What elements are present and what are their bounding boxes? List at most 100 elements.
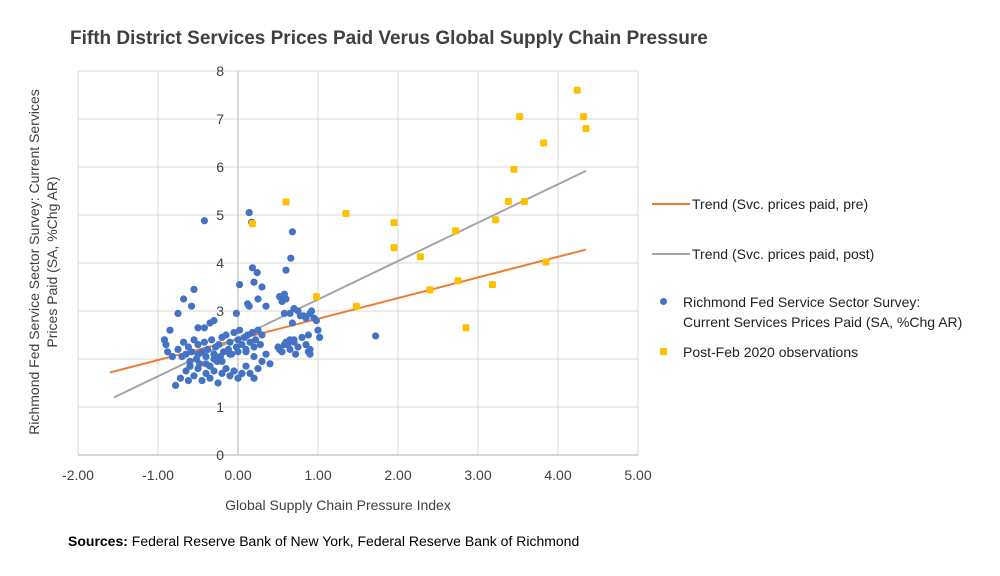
legend-label: Trend (Svc. prices paid, pre): [692, 194, 868, 214]
survey-data-point: [253, 269, 261, 277]
points-layer: [160, 86, 590, 389]
post-feb-2020-point: [520, 198, 528, 206]
x-axis-label: Global Supply Chain Pressure Index: [225, 497, 451, 513]
survey-data-point: [258, 357, 266, 365]
survey-data-point: [234, 374, 242, 382]
survey-data-point: [276, 345, 284, 353]
survey-data-point: [280, 341, 288, 349]
survey-data-point: [172, 381, 180, 389]
survey-data-point: [236, 281, 244, 289]
survey-data-point: [202, 353, 210, 361]
survey-data-point: [226, 338, 234, 346]
survey-data-point: [210, 367, 218, 375]
survey-data-point: [215, 341, 223, 349]
x-tick-label: 3.00: [464, 467, 491, 483]
y-tick-label: 7: [216, 111, 224, 127]
survey-data-point: [174, 345, 182, 353]
post-feb-2020-point: [516, 113, 524, 121]
survey-data-point: [238, 369, 246, 377]
survey-data-point: [250, 374, 258, 382]
survey-data-point: [256, 341, 264, 349]
survey-data-point: [182, 367, 190, 375]
survey-data-point: [234, 336, 242, 344]
survey-data-point: [178, 353, 186, 361]
survey-data-point: [245, 209, 253, 217]
survey-data-point: [214, 379, 222, 387]
survey-data-point: [254, 326, 262, 334]
survey-data-point: [288, 228, 296, 236]
survey-data-point: [198, 377, 206, 385]
post-feb-2020-point: [542, 258, 550, 266]
post-feb-2020-point: [510, 165, 518, 173]
legend-label-line: Trend (Svc. prices paid, post): [692, 246, 875, 262]
survey-data-point: [188, 302, 196, 310]
survey-data-point: [206, 374, 214, 382]
legend-label-line: Trend (Svc. prices paid, pre): [692, 196, 869, 212]
survey-data-point: [184, 377, 192, 385]
x-tick-label: 1.00: [304, 467, 331, 483]
sources-label: Sources:: [68, 533, 128, 549]
grid-layer: [77, 70, 639, 456]
survey-data-point: [200, 338, 208, 346]
survey-data-point: [286, 345, 294, 353]
legend-line-swatch: [652, 203, 690, 205]
survey-data-point: [262, 350, 270, 358]
survey-data-point: [280, 290, 288, 298]
y-tick-label: 1: [216, 399, 224, 415]
sources-note: Sources: Federal Reserve Bank of New Yor…: [68, 533, 579, 549]
survey-data-point: [222, 331, 230, 339]
post-feb-2020-point: [580, 113, 588, 121]
survey-data-point: [176, 374, 184, 382]
survey-data-point: [160, 336, 168, 344]
legend-label-line: Post-Feb 2020 observations: [683, 344, 859, 360]
survey-data-point: [290, 305, 298, 313]
survey-data-point: [180, 338, 188, 346]
y-tick-label: 0: [216, 447, 224, 463]
legend-label-line: Richmond Fed Service Sector Survey:: [683, 294, 921, 310]
survey-data-point: [286, 309, 294, 317]
x-tick-label: 2.00: [384, 467, 411, 483]
survey-data-point: [234, 348, 242, 356]
survey-data-point: [194, 324, 202, 332]
survey-data-point: [296, 312, 304, 320]
survey-data-point: [246, 338, 254, 346]
survey-data-point: [314, 326, 322, 334]
survey-data-point: [288, 319, 296, 327]
survey-data-point: [238, 341, 246, 349]
survey-data-point: [242, 362, 250, 370]
post-feb-2020-point: [390, 219, 398, 227]
post-feb-2020-point: [462, 324, 470, 332]
survey-data-point: [312, 317, 320, 325]
post-feb-2020-point: [352, 302, 360, 310]
survey-data-point: [164, 348, 172, 356]
survey-data-point: [168, 353, 176, 361]
y-tick-label: 3: [216, 303, 224, 319]
survey-data-point: [292, 350, 300, 358]
survey-data-point: [190, 285, 198, 293]
survey-data-point: [304, 331, 312, 339]
survey-data-point: [258, 331, 266, 339]
survey-data-point: [188, 348, 196, 356]
survey-data-point: [302, 341, 310, 349]
y-axis-label-line-1: Richmond Fed Service Sector Survey: Curr…: [26, 89, 42, 434]
survey-data-point: [194, 365, 202, 373]
survey-data-point: [245, 302, 253, 310]
chart-title: Fifth District Services Prices Paid Veru…: [70, 28, 708, 49]
post-feb-2020-point: [390, 244, 398, 252]
survey-data-point: [248, 264, 256, 272]
axis-layer: -2.00-1.000.001.002.003.004.005.00012345…: [62, 63, 652, 483]
x-tick-label: 5.00: [624, 467, 651, 483]
legend-dot-swatch: [660, 298, 667, 305]
survey-data-point: [208, 336, 216, 344]
survey-data-point: [200, 324, 208, 332]
x-tick-label: -2.00: [62, 467, 94, 483]
survey-data-point: [246, 369, 254, 377]
survey-data-point: [186, 362, 194, 370]
survey-data-point: [290, 338, 298, 346]
post-feb-2020-point: [454, 277, 462, 285]
y-tick-label: 8: [216, 63, 224, 79]
survey-data-point: [254, 295, 262, 303]
survey-data-point: [316, 333, 324, 341]
survey-data-point: [218, 357, 226, 365]
